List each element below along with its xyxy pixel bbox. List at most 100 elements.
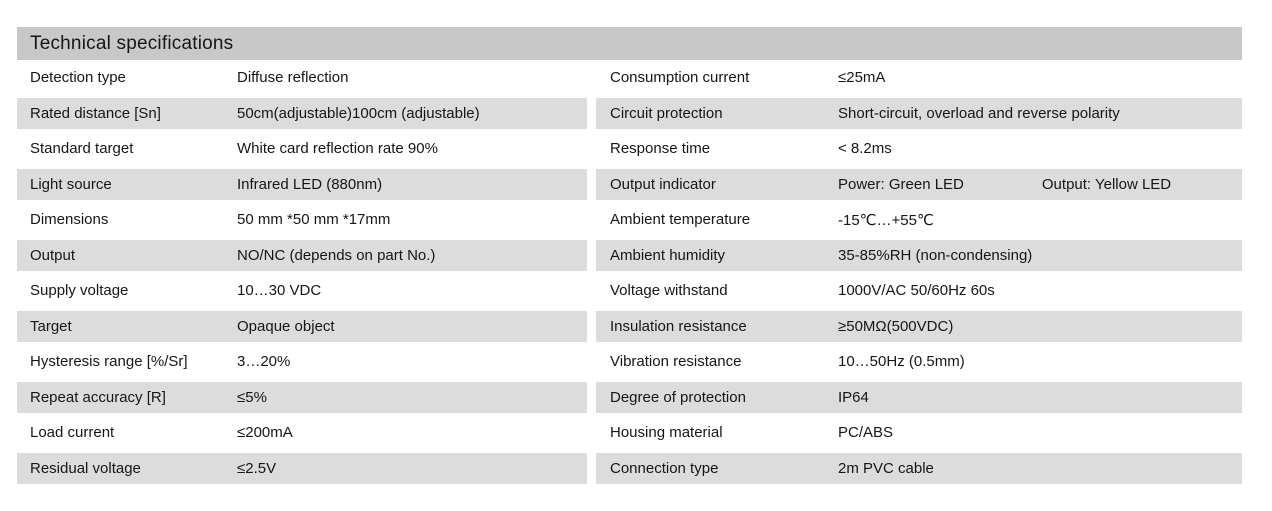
spec-value: ≤25mA [838,69,1242,86]
spec-value-text: 10…50Hz (0.5mm) [838,353,965,371]
spec-label: Rated distance [Sn] [30,104,161,122]
row-right-half: Consumption current ≤25mA [596,62,1242,93]
spec-value: Infrared LED (880nm) [237,175,383,193]
spec-value-secondary: Output: Yellow LED [1041,175,1172,193]
table-row: Dimensions 50 mm *50 mm *17mm Ambient te… [17,202,1242,238]
column-gutter [587,166,596,202]
row-right-half: Ambient temperature -15℃…+55℃ [596,204,1242,235]
row-left-half: Rated distance [Sn] 50cm(adjustable)100c… [17,97,587,129]
column-gutter [587,344,596,380]
column-gutter [587,450,596,486]
spec-value: Diffuse reflection [237,69,349,87]
row-right-half: Insulation resistance ≥50MΩ(500VDC) [596,310,1242,342]
spec-label: Light source [30,175,112,193]
spec-value-text: 35-85%RH (non-condensing) [838,246,1033,264]
row-left-half: Load current ≤200mA [17,417,587,448]
table-row: Detection type Diffuse reflection Consum… [17,60,1242,96]
row-right-half: Degree of protection IP64 [596,381,1242,413]
spec-value: ≥50MΩ(500VDC) [838,318,1242,335]
table-row: Hysteresis range [%/Sr] 3…20% Vibration … [17,344,1242,380]
spec-label: Housing material [610,424,723,442]
spec-label: Dimensions [30,211,109,229]
spec-label: Response time [610,140,711,158]
row-right-half: Ambient humidity 35-85%RH (non-condensin… [596,239,1242,271]
spec-label: Circuit protection [610,104,723,122]
row-right-half: Housing material PC/ABS [596,417,1242,448]
row-right-half: Circuit protection Short-circuit, overlo… [596,97,1242,129]
spec-label: Detection type [30,69,126,87]
table-row: Repeat accuracy [R] ≤5% Degree of protec… [17,379,1242,415]
spec-value: 50 mm *50 mm *17mm [237,211,391,229]
spec-label: Standard target [30,140,134,158]
row-left-half: Dimensions 50 mm *50 mm *17mm [17,204,587,235]
row-right-half: Response time < 8.2ms [596,133,1242,164]
column-gutter [587,131,596,167]
row-left-half: Supply voltage 10…30 VDC [17,275,587,306]
row-right-half: Voltage withstand 1000V/AC 50/60Hz 60s [596,275,1242,306]
spec-value-text: ≥50MΩ(500VDC) [838,317,954,335]
column-gutter [587,237,596,273]
row-left-half: Target Opaque object [17,310,587,342]
spec-value: ≤200mA [237,424,293,442]
spec-label: Supply voltage [30,282,129,300]
spec-value: 1000V/AC 50/60Hz 60s [838,282,1242,299]
table-row: Target Opaque object Insulation resistan… [17,308,1242,344]
spec-value: 35-85%RH (non-condensing) [838,247,1242,264]
table-row: Light source Infrared LED (880nm) Output… [17,166,1242,202]
spec-label: Output indicator [610,175,716,193]
row-left-half: Detection type Diffuse reflection [17,62,587,93]
spec-value-text: PC/ABS [838,424,894,442]
spec-value: IP64 [838,389,1242,406]
spec-value: 3…20% [237,353,291,371]
row-right-half: Connection type 2m PVC cable [596,452,1242,484]
spec-value: -15℃…+55℃ [838,211,1242,229]
spec-value: Short-circuit, overload and reverse pola… [838,105,1242,122]
spec-label: Repeat accuracy [R] [30,388,166,406]
spec-label: Voltage withstand [610,282,728,300]
column-gutter [587,379,596,415]
table-row: Residual voltage ≤2.5V Connection type 2… [17,450,1242,486]
row-left-half: Hysteresis range [%/Sr] 3…20% [17,346,587,377]
spec-value: 50cm(adjustable)100cm (adjustable) [237,104,480,122]
column-gutter [587,95,596,131]
row-right-half: Vibration resistance 10…50Hz (0.5mm) [596,346,1242,377]
spec-value-text: 1000V/AC 50/60Hz 60s [838,282,995,300]
table-row: Load current ≤200mA Housing material PC/… [17,415,1242,451]
spec-value: White card reflection rate 90% [237,140,438,158]
spec-value-text: ≤25mA [838,69,886,87]
spec-label: Consumption current [610,69,750,87]
row-left-half: Light source Infrared LED (880nm) [17,168,587,200]
spec-value-text: 2m PVC cable [838,459,934,477]
table-row: Output NO/NC (depends on part No.) Ambie… [17,237,1242,273]
spec-label: Output [30,246,76,264]
spec-value: Opaque object [237,317,335,335]
spec-label: Residual voltage [30,459,141,477]
spec-value: 10…30 VDC [237,282,322,300]
spec-label: Insulation resistance [610,317,747,335]
spec-value: 10…50Hz (0.5mm) [838,353,1242,370]
row-right-half: Output indicator Power: Green LED Output… [596,168,1242,200]
spec-value: < 8.2ms [838,140,1242,157]
technical-specifications-table: Technical specifications Detection type … [17,27,1242,486]
column-gutter [587,273,596,309]
spec-value-text: Short-circuit, overload and reverse pola… [838,104,1120,122]
spec-value: Power: Green LED Output: Yellow LED [838,176,1242,193]
spec-value-text: < 8.2ms [838,140,892,158]
column-gutter [587,308,596,344]
spec-rows: Detection type Diffuse reflection Consum… [17,60,1242,486]
spec-value-text: Power: Green LED [838,175,964,193]
spec-label: Vibration resistance [610,353,742,371]
row-left-half: Repeat accuracy [R] ≤5% [17,381,587,413]
spec-label: Connection type [610,459,719,477]
spec-value-text: IP64 [838,388,869,406]
section-title: Technical specifications [30,32,234,54]
spec-label: Degree of protection [610,388,746,406]
spec-value: ≤2.5V [237,459,277,477]
spec-value: NO/NC (depends on part No.) [237,246,436,264]
row-left-half: Residual voltage ≤2.5V [17,452,587,484]
spec-label: Ambient temperature [610,211,751,229]
spec-value: PC/ABS [838,424,1242,441]
row-left-half: Output NO/NC (depends on part No.) [17,239,587,271]
spec-label: Ambient humidity [610,246,726,264]
column-gutter [587,202,596,238]
